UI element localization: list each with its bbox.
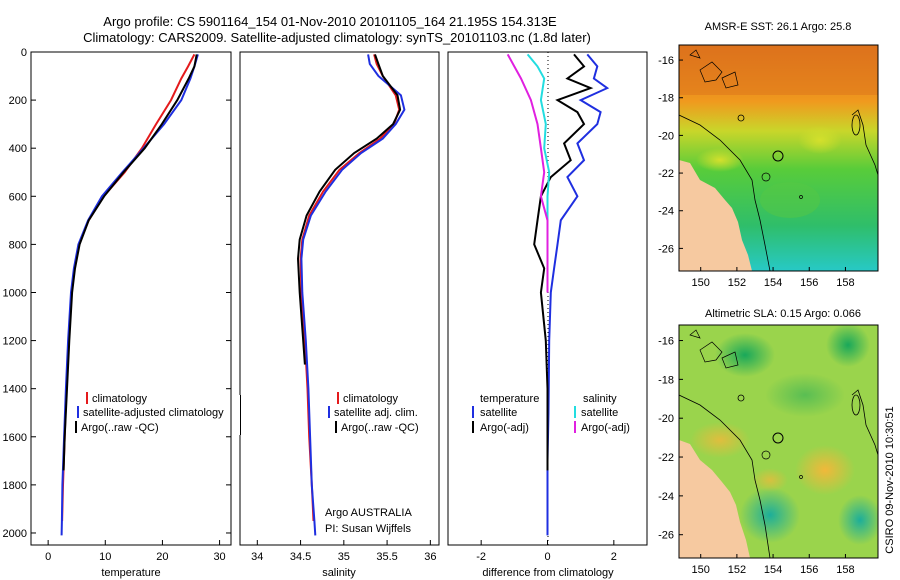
figure-title-line1: Argo profile: CS 5901164_154 01-Nov-2010… bbox=[103, 14, 557, 29]
depth-tick-label: 1000 bbox=[3, 287, 27, 299]
legend-salinity-title: salinity bbox=[583, 393, 617, 405]
legend-climatology: climatology bbox=[92, 393, 148, 405]
series-line-salinity-satellite-adj-clim- bbox=[300, 54, 406, 536]
map-x-tick-label: 156 bbox=[800, 277, 818, 289]
series-line-difference-temperature-satellite bbox=[546, 53, 610, 536]
legend-sal-argo: Argo(..raw -QC) bbox=[341, 422, 419, 434]
series-line-temperature-climatology bbox=[61, 53, 196, 522]
sst-land bbox=[679, 160, 752, 271]
x-tick-label: 2 bbox=[611, 551, 617, 563]
legend-temperature-title: temperature bbox=[480, 393, 539, 405]
legend-satellite-adjusted: satellite-adjusted climatology bbox=[83, 407, 224, 419]
legend-diff-temp-satellite: satellite bbox=[480, 407, 517, 419]
map-x-tick-label: 156 bbox=[800, 564, 818, 576]
sst-map-title: AMSR-E SST: 26.1 Argo: 25.8 bbox=[705, 21, 852, 33]
legend-sal-satellite: satellite adj. clim. bbox=[334, 407, 418, 419]
map-x-tick-label: 158 bbox=[836, 277, 854, 289]
legend-argo: Argo(..raw -QC) bbox=[81, 422, 159, 434]
x-tick-label: 10 bbox=[99, 551, 111, 563]
map-y-tick-label: -26 bbox=[658, 530, 674, 542]
depth-tick-label: 1400 bbox=[3, 384, 27, 396]
map-y-tick-label: -22 bbox=[658, 168, 674, 180]
sst-map bbox=[679, 45, 878, 271]
salinity-panel-frame-left-edge bbox=[240, 395, 241, 435]
argo-program-note: Argo AUSTRALIA bbox=[325, 507, 412, 519]
map-y-tick-label: -24 bbox=[658, 206, 674, 218]
salinity-panel-frame bbox=[239, 51, 440, 546]
series-line-temperature-argo-raw-qc- bbox=[62, 54, 198, 471]
salinity-xlabel: salinity bbox=[322, 567, 356, 579]
temperature-xlabel: temperature bbox=[101, 567, 160, 579]
series-line-difference-salinity-argo-adj- bbox=[506, 53, 549, 293]
map-x-tick-label: 150 bbox=[692, 277, 710, 289]
figure-title-line2: Climatology: CARS2009. Satellite-adjuste… bbox=[83, 30, 591, 45]
map-y-tick-label: -16 bbox=[658, 55, 674, 67]
map-x-tick-label: 150 bbox=[692, 564, 710, 576]
map-y-tick-label: -20 bbox=[658, 130, 674, 142]
legend-sal-climatology: climatology bbox=[343, 393, 399, 405]
map-y-tick-label: -18 bbox=[658, 93, 674, 105]
map-y-tick-label: -24 bbox=[658, 491, 674, 503]
pi-name-note: PI: Susan Wijffels bbox=[325, 523, 411, 535]
legend-diff-temp-argo: Argo(-adj) bbox=[480, 422, 529, 434]
salinity-legend: climatology satellite adj. clim. Argo(..… bbox=[325, 392, 419, 535]
temperature-legend: climatology satellite-adjusted climatolo… bbox=[75, 392, 224, 434]
map-y-tick-label: -16 bbox=[658, 336, 674, 348]
series-line-difference-temperature-argo-adj- bbox=[533, 53, 594, 471]
sla-land bbox=[679, 440, 750, 558]
map-x-tick-label: 154 bbox=[764, 277, 782, 289]
x-axes: 0 10 20 30 34 34.5 35 35.5 36 -2 0 2 bbox=[45, 540, 617, 563]
map-x-tick-label: 158 bbox=[836, 564, 854, 576]
x-tick-label: 35 bbox=[338, 551, 350, 563]
depth-axis: 0 200 400 600 800 1000 1200 1400 1600 1800 2000 bbox=[3, 47, 231, 540]
x-tick-label: 0 bbox=[544, 551, 550, 563]
x-tick-label: -2 bbox=[476, 551, 486, 563]
side-stamp: CSIRO 09-Nov-2010 10:30:51 bbox=[884, 406, 896, 553]
sla-map-frame bbox=[678, 324, 879, 559]
depth-tick-label: 400 bbox=[9, 143, 27, 155]
depth-tick-label: 0 bbox=[21, 47, 27, 59]
sla-map-title: Altimetric SLA: 0.15 Argo: 0.066 bbox=[705, 308, 861, 320]
profile-curves bbox=[60, 53, 610, 536]
map-y-tick-label: -22 bbox=[658, 452, 674, 464]
series-line-salinity-argo-raw-qc- bbox=[296, 54, 402, 365]
map-y-tick-label: -26 bbox=[658, 243, 674, 255]
x-tick-label: 34 bbox=[251, 551, 263, 563]
x-tick-label: 35.5 bbox=[376, 551, 397, 563]
depth-tick-label: 1200 bbox=[3, 336, 27, 348]
depth-tick-label: 200 bbox=[9, 95, 27, 107]
x-tick-label: 20 bbox=[156, 551, 168, 563]
map-axes: 150 152 154 156 158 -16 -18 -20 -22 -24 -26 150 152 1… bbox=[658, 55, 855, 576]
temperature-panel-frame bbox=[30, 51, 232, 546]
x-tick-label: 34.5 bbox=[290, 551, 311, 563]
depth-tick-label: 1800 bbox=[3, 480, 27, 492]
map-x-tick-label: 152 bbox=[728, 564, 746, 576]
map-y-tick-label: -20 bbox=[658, 413, 674, 425]
depth-tick-label: 2000 bbox=[3, 528, 27, 540]
map-y-tick-label: -18 bbox=[658, 374, 674, 386]
x-tick-label: 0 bbox=[45, 551, 51, 563]
legend-diff-sal-satellite: satellite bbox=[581, 407, 618, 419]
depth-tick-label: 1600 bbox=[3, 432, 27, 444]
difference-xlabel: difference from climatology bbox=[482, 567, 614, 579]
difference-legend: temperature satellite Argo(-adj) salinit… bbox=[472, 393, 630, 434]
legend-diff-sal-argo: Argo(-adj) bbox=[581, 422, 630, 434]
map-x-tick-label: 154 bbox=[764, 564, 782, 576]
series-line-temperature-satellite-adjusted-climatology bbox=[60, 54, 199, 536]
sst-map-frame bbox=[678, 44, 879, 272]
depth-tick-label: 800 bbox=[9, 239, 27, 251]
x-tick-label: 30 bbox=[213, 551, 225, 563]
x-tick-label: 36 bbox=[424, 551, 436, 563]
depth-tick-label: 600 bbox=[9, 191, 27, 203]
series-line-salinity-climatology bbox=[299, 54, 401, 522]
map-x-tick-label: 152 bbox=[728, 277, 746, 289]
sla-map bbox=[679, 325, 878, 558]
